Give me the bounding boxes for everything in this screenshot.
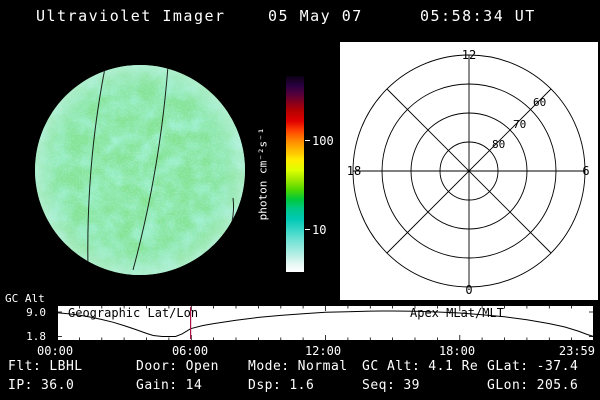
- gc-alt-ytick-max: 9.0: [26, 306, 46, 319]
- status-flt-label: Flt:: [8, 359, 42, 374]
- mlat-ring-label-70: 70: [513, 118, 526, 131]
- status-dsp-label: Dsp:: [248, 378, 282, 393]
- status-gcalt: GC Alt: 4.1 Re: [362, 359, 478, 374]
- header-date: 05 May 07: [268, 7, 363, 25]
- mlat-ring-label-80: 80: [492, 138, 505, 151]
- status-seq-label: Seq:: [362, 378, 396, 393]
- status-ip-value: 36.0: [40, 378, 75, 393]
- colorbar-tick-10: 10: [312, 223, 327, 237]
- xtick-0000: 00:00: [37, 344, 74, 358]
- colorbar-tick-100: 100: [312, 134, 334, 148]
- gc-alt-chart: [57, 305, 594, 341]
- app-title: Ultraviolet Imager: [36, 7, 226, 25]
- strip-annotation-geographic: Geographic Lat/Lon: [68, 306, 199, 320]
- status-mode-value: Normal: [297, 359, 348, 374]
- status-glat-label: GLat:: [487, 359, 529, 374]
- status-gain-label: Gain:: [136, 378, 178, 393]
- status-glon: GLon: 205.6: [487, 378, 578, 393]
- colorbar-tick-mark-100: [305, 140, 310, 141]
- status-door-label: Door:: [136, 359, 178, 374]
- gc-alt-axis-title: GC Alt: [5, 292, 45, 305]
- disk-pixels: [35, 65, 245, 275]
- xtick-1200: 12:00: [304, 344, 342, 358]
- status-door: Door: Open: [136, 359, 219, 374]
- status-seq-value: 39: [403, 378, 420, 393]
- status-ip-label: IP:: [8, 378, 33, 393]
- status-gcalt-label: GC Alt:: [362, 359, 421, 374]
- uvi-disk-image: [35, 65, 245, 275]
- status-glat-value: -37.4: [536, 359, 579, 374]
- colorbar: [286, 76, 304, 272]
- status-glon-value: 205.6: [536, 378, 579, 393]
- status-mode-label: Mode:: [248, 359, 290, 374]
- gc-alt-ytick-min: 1.8: [26, 330, 46, 343]
- polar-plot: 12 0 18 6 60 70 80: [340, 42, 598, 300]
- mlt-label-6: 6: [582, 164, 589, 178]
- status-glat: GLat: -37.4: [487, 359, 578, 374]
- polar-rings: [352, 54, 586, 288]
- status-flt: Flt: LBHL: [8, 359, 83, 374]
- status-flt-value: LBHL: [49, 359, 83, 374]
- gc-alt-curve: [57, 310, 594, 337]
- geo-meridian-line-mid: [132, 65, 169, 271]
- status-dsp-value: 1.6: [289, 378, 315, 393]
- status-glon-label: GLon:: [487, 378, 529, 393]
- geo-meridian-line-left: [87, 67, 106, 269]
- mlt-label-18: 18: [347, 164, 361, 178]
- status-door-value: Open: [185, 359, 219, 374]
- xtick-0600: 06:00: [171, 344, 209, 358]
- status-gcalt-value: 4.1 Re: [428, 359, 479, 374]
- status-seq: Seq: 39: [362, 378, 420, 393]
- colorbar-tick-mark-10: [305, 229, 310, 230]
- status-dsp: Dsp: 1.6: [248, 378, 314, 393]
- status-ip: IP: 36.0: [8, 378, 74, 393]
- polar-spokes: [353, 55, 585, 287]
- gc-alt-chart-frame: [57, 305, 594, 341]
- time-ticks: [78, 306, 572, 340]
- xtick-1800: 18:00: [438, 344, 476, 358]
- xtick-2359: 23:59: [558, 344, 595, 358]
- strip-annotation-apex: Apex MLat/MLT: [410, 306, 504, 320]
- header-time: 05:58:34 UT: [420, 7, 536, 25]
- mlt-label-0: 0: [465, 283, 472, 297]
- status-gain: Gain: 14: [136, 378, 202, 393]
- colorbar-label: photon cm⁻²s⁻¹: [256, 127, 270, 221]
- mlat-ring-label-60: 60: [533, 96, 546, 109]
- mlt-label-12: 12: [462, 48, 476, 62]
- status-mode: Mode: Normal: [248, 359, 348, 374]
- status-gain-value: 14: [185, 378, 203, 393]
